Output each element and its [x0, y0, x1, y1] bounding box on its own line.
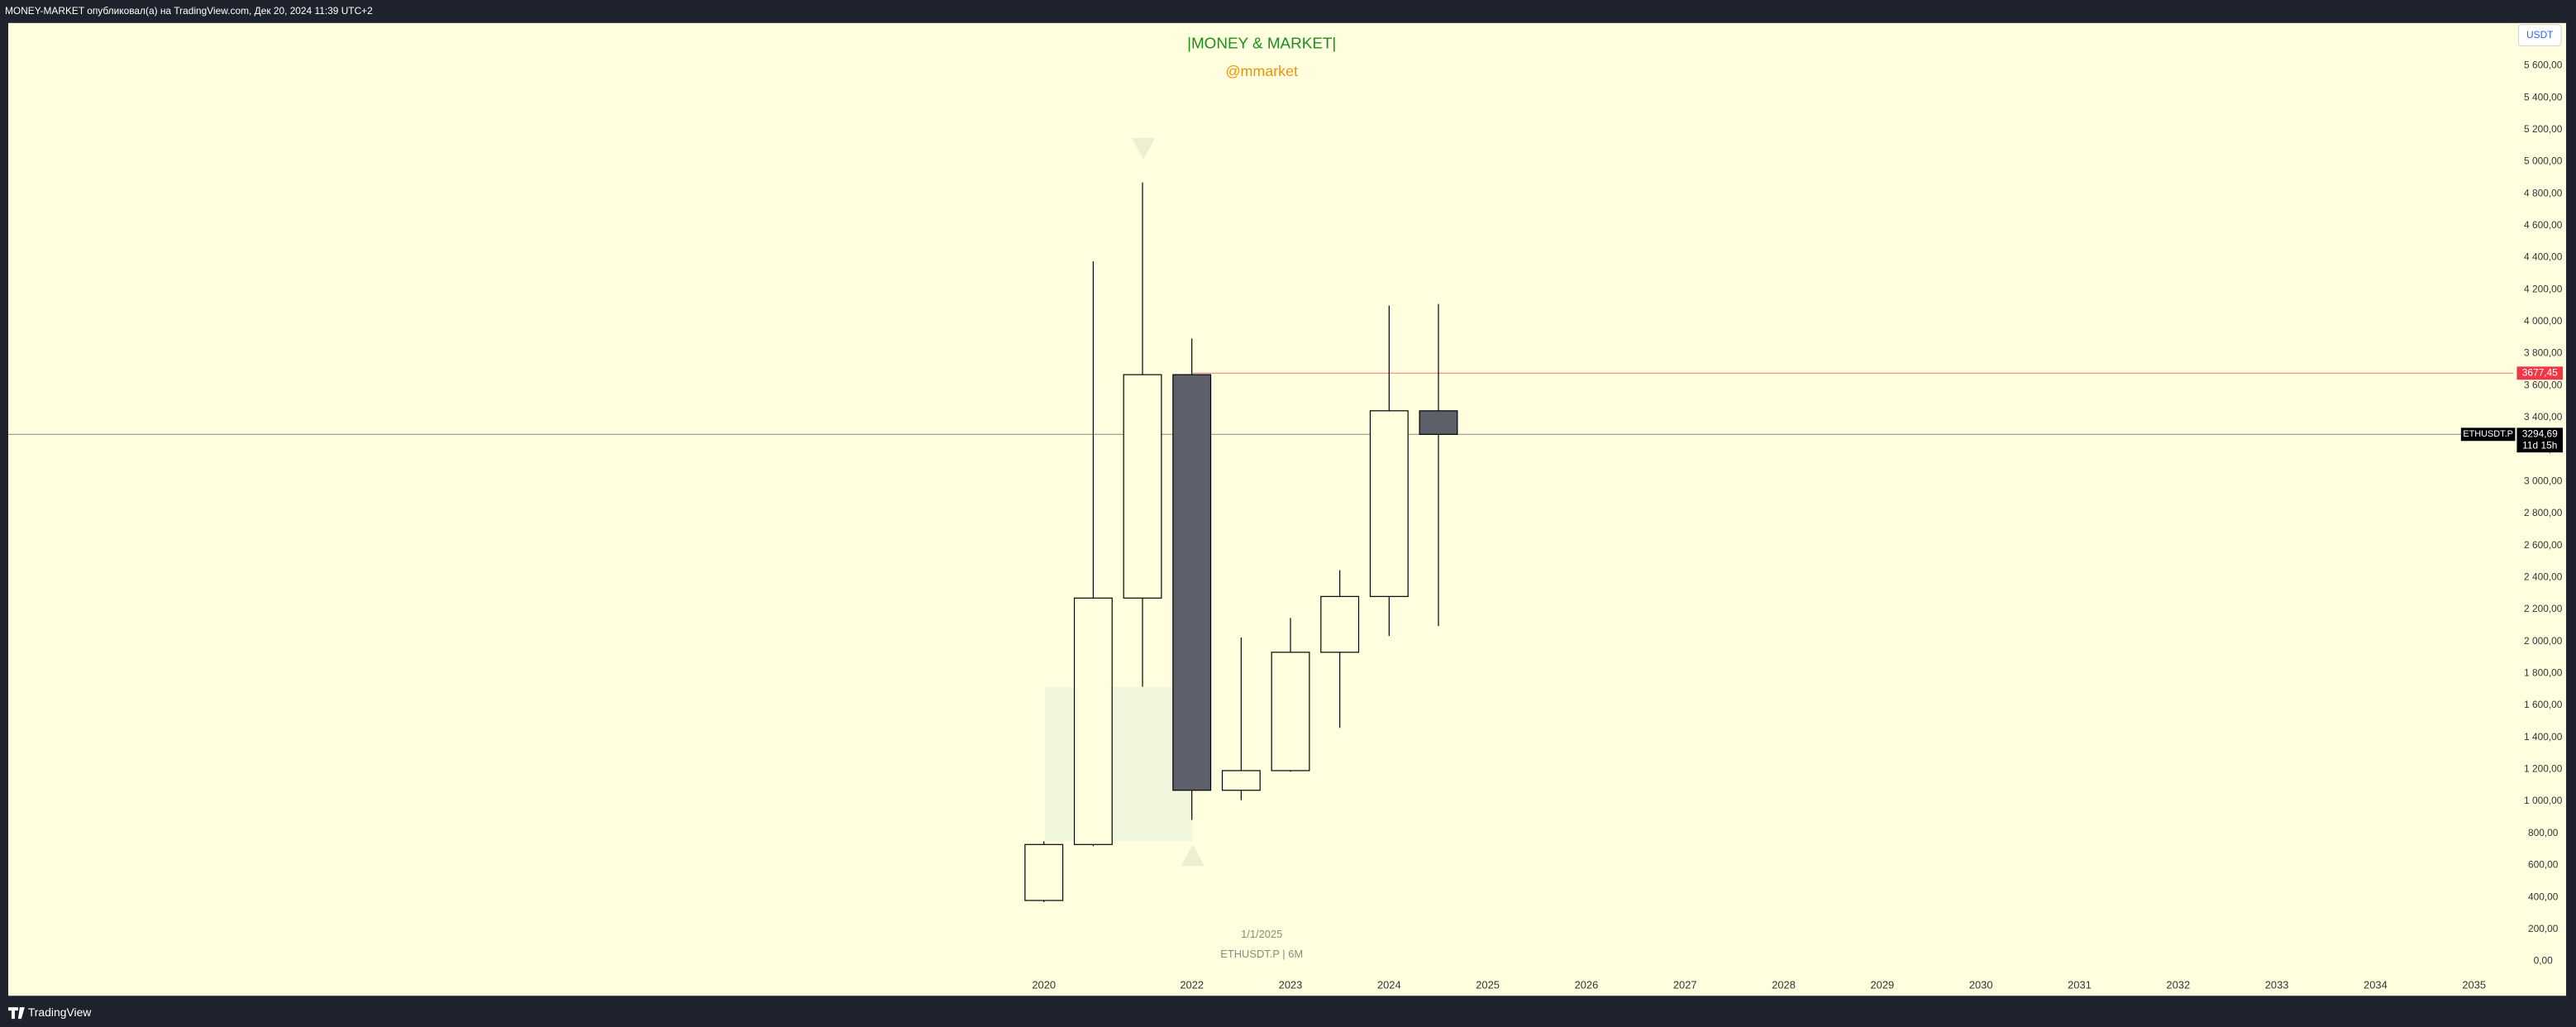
y-tick-label: 2 800,00 — [2524, 507, 2563, 518]
y-tick-label: 5 000,00 — [2524, 155, 2563, 167]
marker-up — [1181, 844, 1205, 867]
watermark-symbol: ETHUSDT.P | 6M — [1220, 948, 1303, 960]
y-tick-label: 5 200,00 — [2524, 123, 2563, 135]
y-tick-label: 3 800,00 — [2524, 347, 2563, 359]
candle-body — [1073, 597, 1113, 845]
candle-body — [1172, 374, 1212, 791]
candle-body — [1419, 410, 1458, 435]
y-tick-label: 1 400,00 — [2524, 731, 2563, 743]
logo-icon — [7, 1007, 25, 1020]
y-tick-label: 3 400,00 — [2524, 411, 2563, 423]
x-tick-label: 2024 — [1377, 979, 1401, 991]
price-label-box — [2516, 366, 2564, 380]
x-tick-label: 2032 — [2166, 979, 2190, 991]
chart-subtitle: @mmarket — [1225, 63, 1298, 79]
candle-body — [1369, 410, 1409, 597]
y-tick-label: 2 600,00 — [2524, 539, 2563, 551]
x-tick-label: 2023 — [1279, 979, 1303, 991]
x-tick-label: 2031 — [2068, 979, 2092, 991]
candle-body — [1024, 843, 1064, 901]
y-tick-label: 3 000,00 — [2524, 475, 2563, 486]
y-tick-label: 600,00 — [2528, 859, 2559, 871]
y-tick-label: 4 200,00 — [2524, 283, 2563, 294]
header-text: MONEY-MARKET опубликовал(а) на TradingVi… — [5, 5, 373, 17]
y-tick-label: 800,00 — [2528, 827, 2559, 838]
y-tick-label: 200,00 — [2528, 923, 2559, 934]
y-tick-label: 1 200,00 — [2524, 763, 2563, 775]
y-tick-label: 5 400,00 — [2524, 91, 2563, 103]
x-tick-label: 2026 — [1575, 979, 1599, 991]
y-tick-label: 1 000,00 — [2524, 795, 2563, 806]
y-tick-label: 400,00 — [2528, 891, 2559, 902]
watermark-date: 1/1/2025 — [1241, 928, 1282, 940]
last-price-label: 3294,69 — [2522, 428, 2558, 439]
y-tick-label: 4 400,00 — [2524, 251, 2563, 263]
y-tick-label: 2 400,00 — [2524, 571, 2563, 582]
brand-logo: TradingView — [7, 1006, 92, 1020]
symbol-box — [2460, 428, 2516, 442]
x-tick-label: 2020 — [1032, 979, 1056, 991]
y-tick-label: 2 200,00 — [2524, 603, 2563, 614]
candle-body — [1221, 770, 1261, 791]
x-tick-label: 2033 — [2265, 979, 2289, 991]
chart-title: |MONEY & MARKET| — [1187, 35, 1336, 52]
y-tick-label: 2 000,00 — [2524, 635, 2563, 647]
candle-body — [1320, 595, 1360, 653]
y-tick-label: 1 800,00 — [2524, 667, 2563, 679]
candle-body — [1271, 652, 1310, 771]
candle-body — [1123, 374, 1162, 599]
currency-label[interactable]: USDT — [2526, 29, 2553, 41]
position-zone — [1044, 686, 1193, 842]
x-tick-label: 2034 — [2364, 979, 2388, 991]
y-tick-label: 4 800,00 — [2524, 187, 2563, 198]
y-tick-label: 3 600,00 — [2524, 379, 2563, 390]
x-tick-label: 2029 — [1871, 979, 1895, 991]
countdown-label: 11d 15h — [2522, 439, 2557, 451]
x-tick-label: 2025 — [1476, 979, 1500, 991]
x-tick-label: 2027 — [1673, 979, 1697, 991]
x-tick-label: 2030 — [1969, 979, 1993, 991]
brand-name: TradingView — [28, 1006, 92, 1019]
marker-down — [1132, 137, 1156, 160]
last-price-box — [2516, 428, 2564, 453]
chart-area — [7, 22, 2567, 996]
y-tick-label: 4 600,00 — [2524, 219, 2563, 231]
price-label: 3677,45 — [2522, 366, 2558, 378]
x-tick-label: 2035 — [2462, 979, 2486, 991]
x-tick-label: 2022 — [1180, 979, 1204, 991]
x-tick-label: 2028 — [1772, 979, 1796, 991]
y-tick-label: 0,00 — [2534, 955, 2554, 967]
y-tick-label: 1 600,00 — [2524, 699, 2563, 710]
currency-button[interactable] — [2517, 24, 2562, 47]
y-tick-label: 5 600,00 — [2524, 60, 2563, 71]
symbol-label: ETHUSDT.P — [2463, 429, 2513, 439]
y-tick-label: 4 000,00 — [2524, 315, 2563, 327]
